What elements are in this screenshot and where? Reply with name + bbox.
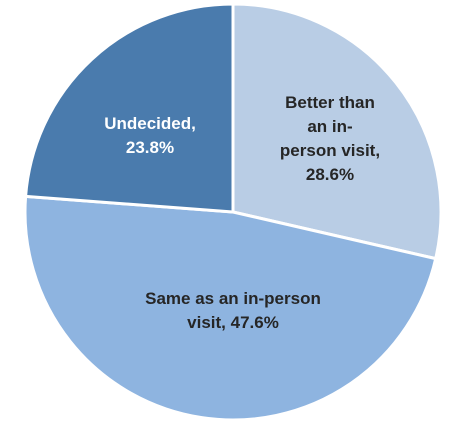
slice-label: Undecided, 23.8% bbox=[104, 114, 196, 157]
slice-label-line: person visit, bbox=[280, 141, 380, 160]
slice-label: Better than an in-person visit, 28.6% bbox=[280, 93, 380, 184]
pie-slice bbox=[23, 194, 438, 422]
slice-label-line: 28.6% bbox=[306, 165, 354, 184]
slice-label-line: 23.8% bbox=[126, 138, 174, 157]
slice-label: Same as an in-person visit, 47.6% bbox=[145, 289, 321, 332]
slice-label-line: visit, 47.6% bbox=[187, 313, 279, 332]
slice-label-line: an in- bbox=[307, 117, 352, 136]
slice-label-line: Better than bbox=[285, 93, 375, 112]
slice-label-line: Undecided, bbox=[104, 114, 196, 133]
pie-slice bbox=[231, 2, 443, 261]
slice-label-line: Same as an in-person bbox=[145, 289, 321, 308]
pie-slice bbox=[24, 2, 235, 214]
